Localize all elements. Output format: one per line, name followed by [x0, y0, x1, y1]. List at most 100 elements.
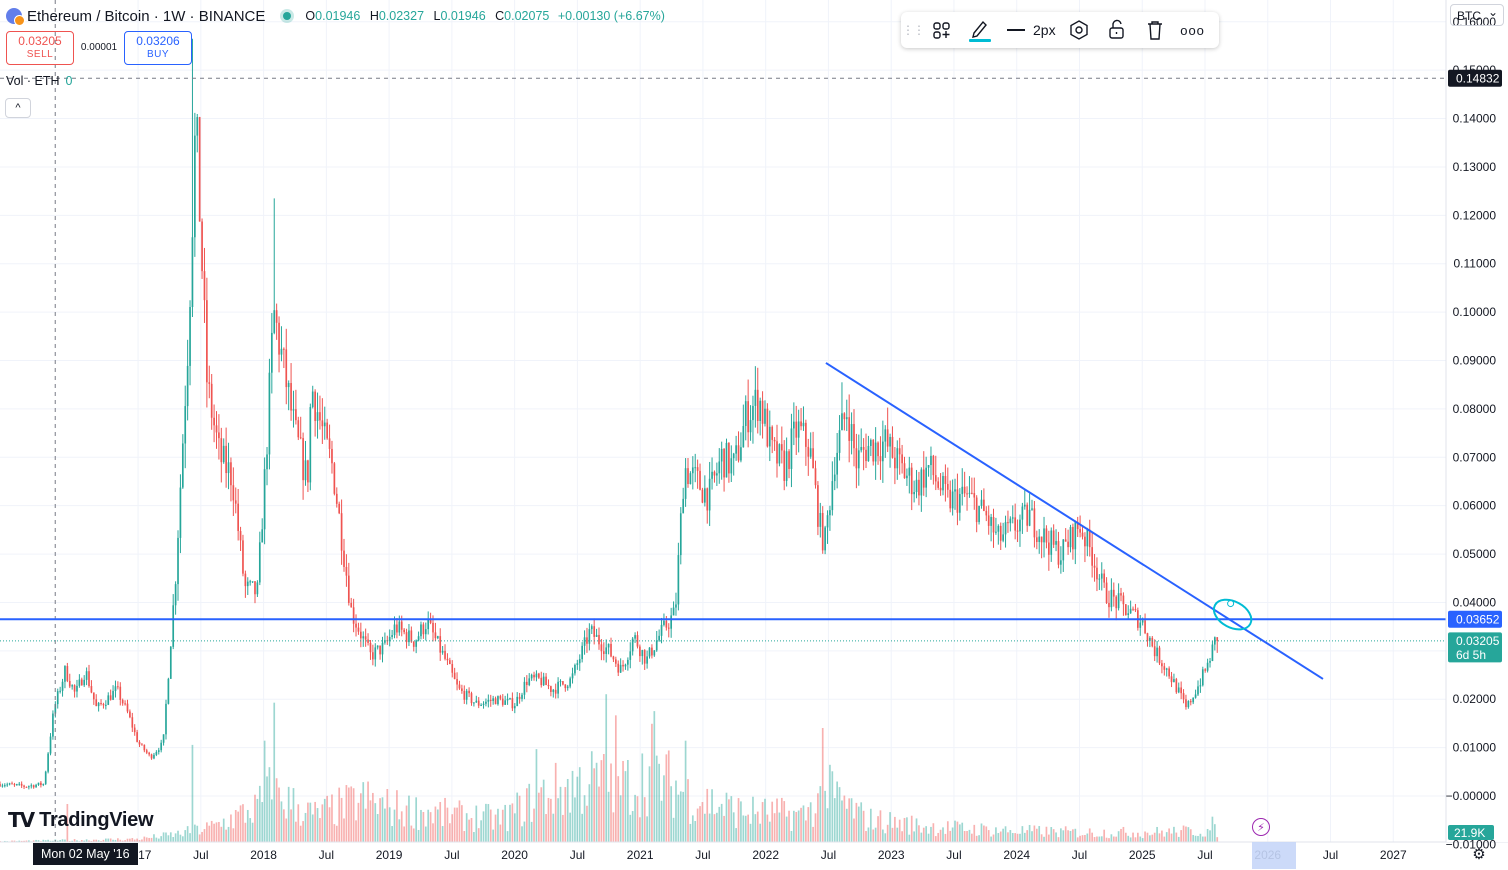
sell-button[interactable]: 0.03205 SELL	[6, 31, 74, 65]
currency-selector[interactable]: BTC	[1450, 1, 1504, 26]
candle-body	[865, 449, 867, 462]
drawing-overlay	[0, 0, 1446, 842]
chart-settings-gear-icon[interactable]: ⚙	[1472, 846, 1486, 863]
lightning-icon[interactable]: ⚡	[1252, 818, 1270, 836]
volume-bar	[1151, 834, 1154, 842]
candle-body	[302, 438, 304, 481]
volume-bar	[1023, 832, 1026, 842]
price-tick-label: 0.13000	[1453, 160, 1497, 174]
volume-bar	[754, 814, 757, 842]
volume-bar	[574, 797, 576, 842]
candle-body	[826, 515, 829, 528]
volume-bar	[465, 813, 468, 842]
volume-bar	[983, 825, 985, 842]
drag-handle-icon[interactable]: ⋮⋮	[902, 23, 925, 37]
volume-bar	[814, 813, 817, 842]
volume-bar	[627, 760, 629, 842]
candle-body	[381, 642, 384, 655]
eth-btc-logo-icon	[6, 8, 25, 26]
settings-button[interactable]	[1062, 16, 1096, 44]
volume-bar	[49, 840, 52, 842]
volume-bar	[1177, 836, 1180, 842]
candle-body	[73, 685, 76, 692]
volume-bar	[1021, 826, 1024, 842]
more-button[interactable]: ooo	[1176, 16, 1210, 44]
volume-bar	[617, 776, 620, 842]
volume-bar	[819, 786, 822, 842]
volume-bar	[987, 830, 990, 842]
candle-body	[249, 581, 252, 583]
candle-body	[1033, 508, 1036, 538]
candle-body	[1, 785, 4, 787]
candle-body	[987, 515, 990, 526]
volume-bar	[162, 832, 165, 842]
volume-bar	[913, 831, 915, 842]
candle-body	[562, 681, 564, 685]
volume-bar	[1206, 828, 1209, 842]
volume-bar	[47, 839, 49, 842]
volume-bar	[776, 798, 778, 842]
volume-bar	[499, 824, 502, 842]
volume-bar	[1079, 835, 1081, 842]
volume-bar	[239, 805, 242, 842]
market-status-icon[interactable]	[283, 12, 292, 20]
volume-bar	[761, 802, 764, 842]
volume-bar	[631, 811, 634, 842]
candle-body	[1091, 547, 1093, 566]
volume-bar	[386, 789, 389, 842]
volume-bar	[167, 835, 170, 842]
crosshair-price-label-box	[1448, 69, 1502, 87]
unlock-icon	[1108, 19, 1124, 39]
candle-body	[663, 620, 665, 625]
candle-body	[1019, 519, 1021, 532]
current-price-label: 0.03205	[1456, 634, 1500, 648]
candle-body	[1026, 504, 1029, 526]
volume-bar	[889, 812, 891, 842]
templates-button[interactable]	[925, 16, 959, 44]
volume-bar	[311, 814, 314, 842]
candle-body	[886, 429, 889, 447]
tradingview-logo[interactable]: TV TradingView	[8, 808, 154, 832]
candle-body	[143, 744, 146, 751]
candle-body	[785, 451, 788, 481]
volume-bar	[545, 814, 547, 842]
volume-bar	[1149, 835, 1151, 842]
volume-bar	[1139, 836, 1142, 842]
candle-body	[701, 489, 704, 503]
volume-bar	[181, 836, 184, 842]
candle-body	[242, 540, 244, 574]
line-color-button[interactable]	[963, 16, 997, 44]
volume-bar	[1144, 831, 1146, 842]
volume-bar	[138, 840, 141, 842]
volume-legend-label: Vol · ETH	[6, 74, 60, 88]
candle-body	[1139, 622, 1142, 628]
volume-bar	[766, 814, 769, 842]
volume-bar	[412, 828, 415, 842]
volume-bar	[550, 798, 552, 842]
buy-button[interactable]: 0.03206 BUY	[124, 31, 192, 65]
candle-body	[629, 651, 632, 660]
candle-body	[1052, 530, 1055, 545]
volume-bar	[701, 802, 704, 842]
volume-bar	[706, 788, 709, 842]
symbol-title[interactable]: Ethereum / Bitcoin · 1W · BINANCE	[27, 7, 266, 25]
candle-body	[314, 391, 316, 421]
candle-body	[285, 349, 288, 388]
lock-button[interactable]	[1100, 16, 1134, 44]
delete-button[interactable]	[1138, 16, 1172, 44]
line-width-button[interactable]: 2px	[1001, 22, 1062, 38]
volume-bar	[88, 840, 90, 842]
candle-body	[138, 741, 141, 745]
volume-bar	[432, 823, 434, 842]
volume-bar	[552, 813, 555, 842]
candle-body	[398, 621, 401, 633]
volume-bar	[576, 776, 579, 842]
candle-body	[141, 744, 143, 746]
collapse-legend-button[interactable]: ^	[5, 98, 31, 118]
volume-bar	[314, 801, 316, 842]
volume-bar	[564, 787, 567, 842]
candle-body	[761, 400, 764, 424]
volume-bar	[648, 766, 651, 842]
candle-body	[345, 566, 348, 576]
